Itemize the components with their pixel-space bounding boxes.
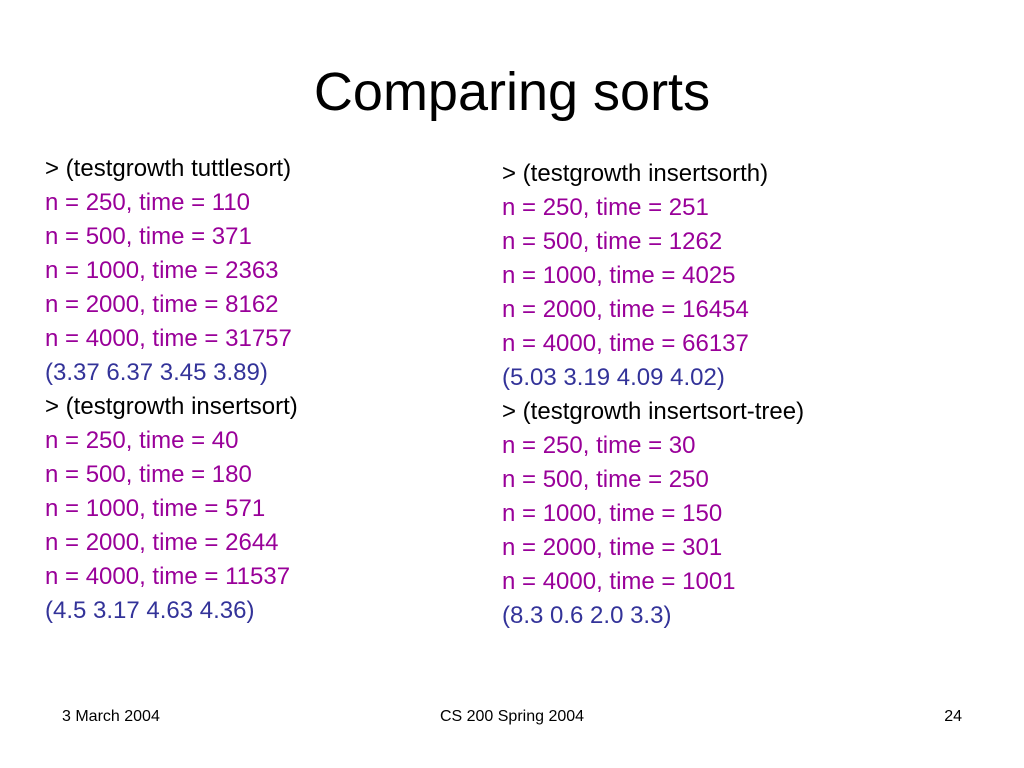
right-column: > (testgrowth insertsorth) n = 250, time… [502, 157, 804, 633]
slide-title: Comparing sorts [313, 62, 711, 122]
left-line-command: > (testgrowth tuttlesort) [45, 155, 292, 182]
footer-course: CS 200 Spring 2004 [439, 708, 585, 725]
right-line-result: n = 1000, time = 150 [502, 500, 723, 527]
right-line-ratios: (5.03 3.19 4.09 4.02) [502, 364, 725, 391]
left-line-result: n = 2000, time = 8162 [45, 291, 279, 318]
right-line-result: n = 500, time = 250 [502, 466, 709, 493]
left-line-ratios: (3.37 6.37 3.45 3.89) [45, 359, 268, 386]
right-line-result: n = 4000, time = 66137 [502, 330, 749, 357]
right-line-result: n = 250, time = 30 [502, 432, 696, 459]
right-line-result: n = 2000, time = 16454 [502, 296, 749, 323]
right-line-result: n = 1000, time = 4025 [502, 262, 736, 289]
left-column: > (testgrowth tuttlesort) n = 250, time … [45, 152, 298, 628]
left-line-result: n = 250, time = 110 [45, 189, 251, 216]
footer-page-number: 24 [944, 708, 962, 725]
left-line-result: n = 250, time = 40 [45, 427, 239, 454]
right-line-result: n = 250, time = 251 [502, 194, 709, 221]
left-line-command: > (testgrowth insertsort) [45, 393, 298, 420]
right-line-result: n = 500, time = 1262 [502, 228, 723, 255]
left-line-result: n = 2000, time = 2644 [45, 529, 279, 556]
right-line-command: > (testgrowth insertsorth) [502, 160, 769, 187]
left-line-result: n = 1000, time = 2363 [45, 257, 279, 284]
left-line-result: n = 500, time = 180 [45, 461, 252, 488]
left-line-result: n = 4000, time = 31757 [45, 325, 292, 352]
left-line-result: n = 1000, time = 571 [45, 495, 266, 522]
right-line-result: n = 2000, time = 301 [502, 534, 723, 561]
right-line-result: n = 4000, time = 1001 [502, 568, 736, 595]
right-line-command: > (testgrowth insertsort-tree) [502, 398, 805, 425]
left-line-result: n = 4000, time = 11537 [45, 563, 291, 590]
footer-date: 3 March 2004 [62, 708, 160, 725]
right-line-ratios: (8.3 0.6 2.0 3.3) [502, 602, 672, 629]
left-line-result: n = 500, time = 371 [45, 223, 252, 250]
left-line-ratios: (4.5 3.17 4.63 4.36) [45, 597, 255, 624]
